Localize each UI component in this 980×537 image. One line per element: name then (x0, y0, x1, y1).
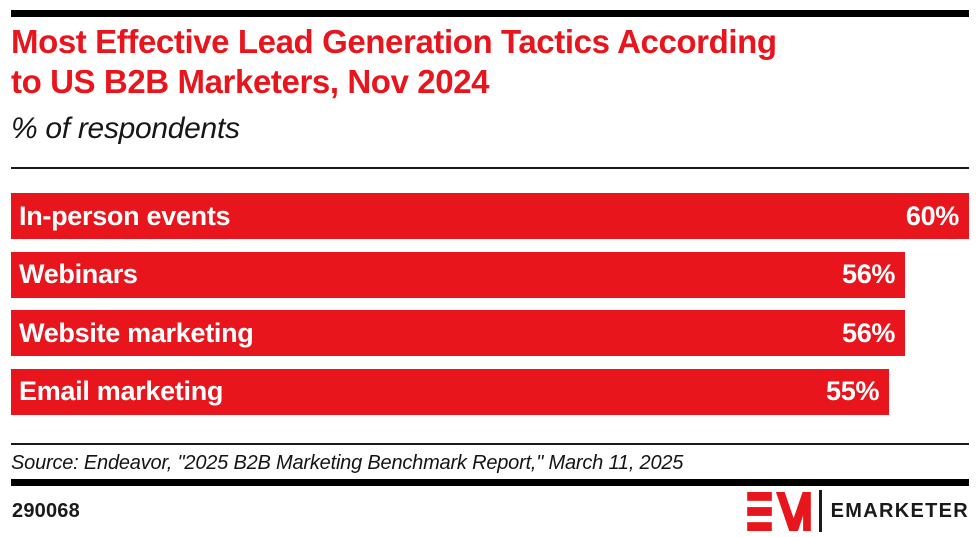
footer-rule (11, 479, 969, 486)
brand-wordmark: EMARKETER (830, 499, 969, 522)
emarketer-em-mark-icon (746, 491, 811, 531)
bar-row: Webinars 56% (11, 251, 969, 298)
emarketer-logo: EMARKETER (746, 490, 969, 532)
bar-value-label: 55% (826, 376, 880, 406)
bar-category-label: Website marketing (19, 317, 254, 348)
header-divider-rule (11, 167, 969, 169)
bar-row: Website marketing 56% (11, 310, 969, 356)
bar-value-label: 56% (841, 259, 896, 289)
bar-category-label: Email marketing (19, 376, 224, 406)
page-title: Most Effective Lead Generation Tactics A… (11, 22, 969, 102)
bar-value-label: 60% (905, 200, 959, 231)
logo-divider (818, 490, 822, 532)
chart-subtitle: % of respondents (11, 112, 240, 145)
bar-chart: In-person events 60% Webinars 56% Website ma… (11, 193, 969, 427)
bar: Website marketing 56% (11, 310, 906, 356)
bar-row: Email marketing 55% (11, 368, 969, 415)
bar-value-label: 56% (841, 317, 896, 348)
bar: Webinars 56% (11, 251, 906, 298)
chart-id: 290068 (12, 500, 80, 522)
source-divider-rule (11, 443, 969, 445)
top-rule (11, 10, 969, 17)
bar-category-label: In-person events (19, 200, 231, 231)
bar-category-label: Webinars (19, 259, 138, 289)
page-title-line-1: Most Effective Lead Generation Tactics A… (11, 23, 777, 60)
page-title-line-2: to US B2B Marketers, Nov 2024 (11, 63, 490, 100)
bar-row: In-person events 60% (11, 193, 969, 239)
source-line: Source: Endeavor, "2025 B2B Marketing Be… (11, 452, 684, 474)
bar: Email marketing 55% (11, 368, 890, 415)
bar: In-person events 60% (11, 193, 969, 239)
